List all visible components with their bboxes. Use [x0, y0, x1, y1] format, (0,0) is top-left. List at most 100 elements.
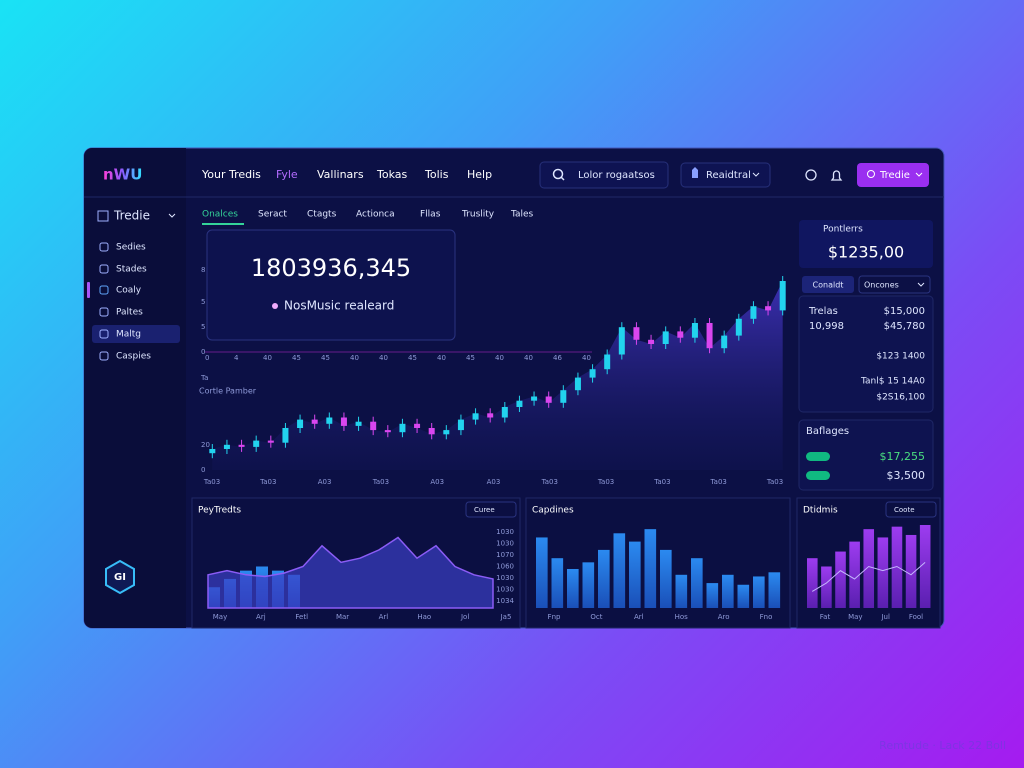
sidebar-item[interactable]: Stades — [116, 265, 147, 275]
bar — [905, 534, 917, 608]
x-label: Hos — [675, 613, 689, 621]
y-label: 5 — [201, 323, 205, 331]
y-label: 1034 — [496, 597, 514, 605]
panel-dropdown[interactable] — [465, 501, 517, 518]
bell-icon[interactable] — [830, 170, 843, 181]
x-label: Jul — [880, 613, 890, 621]
candle — [457, 419, 464, 431]
candle — [691, 323, 698, 338]
chevron — [168, 213, 176, 218]
candle — [282, 428, 289, 443]
mid-label: 40 — [582, 354, 591, 362]
bar — [768, 572, 781, 608]
x-label: Aro — [718, 613, 730, 621]
bar — [821, 566, 832, 608]
bar — [644, 529, 657, 608]
dropdown[interactable] — [680, 162, 771, 188]
highlight-card — [206, 229, 456, 341]
balances-title: Baflages — [806, 426, 849, 437]
candle — [721, 335, 728, 349]
sidebar-icon — [99, 307, 109, 317]
search-box[interactable] — [539, 161, 669, 189]
bar — [551, 558, 564, 608]
panel-dropdown-label: Curee — [474, 506, 495, 514]
bar — [891, 526, 903, 608]
dropdown-icon — [692, 167, 698, 178]
balances-card — [798, 419, 934, 491]
x-label: Ta03 — [259, 478, 276, 486]
x-label: Fat — [820, 613, 831, 621]
nav-item[interactable]: Tokas — [376, 168, 407, 181]
x-label: A03 — [430, 478, 444, 486]
nav-item[interactable]: Your Tredis — [201, 168, 261, 181]
tab[interactable]: Tales — [510, 210, 534, 220]
hex-logo-mark: GI — [114, 572, 126, 583]
candle — [443, 430, 450, 435]
area — [207, 536, 494, 609]
bar — [835, 551, 846, 608]
y-label: Ta — [200, 374, 208, 382]
tab[interactable]: Ctagts — [307, 210, 337, 220]
mid-label: 40 — [379, 354, 388, 362]
tab-dropdown[interactable] — [858, 275, 931, 294]
sidebar-item[interactable]: Caspies — [116, 352, 151, 362]
x-label: Ta03 — [203, 478, 220, 486]
candle — [662, 331, 669, 344]
price-area — [212, 281, 783, 470]
sidebar-item[interactable]: Sedies — [116, 243, 146, 253]
sidebar-icon — [99, 285, 109, 295]
tab-active[interactable] — [802, 276, 854, 293]
sidebar-item[interactable]: Coaly — [116, 286, 142, 296]
bar — [613, 533, 626, 608]
candle — [209, 449, 216, 454]
nav-item[interactable]: Tolis — [424, 168, 449, 181]
x-label: Ta03 — [541, 478, 558, 486]
x-label: Jol — [460, 613, 469, 621]
candle — [428, 428, 435, 435]
x-label: Fool — [909, 613, 923, 621]
panel-dropdown[interactable] — [885, 501, 937, 518]
candle — [223, 444, 230, 449]
trade-button-label: Tredie — [879, 170, 910, 181]
tab[interactable]: Actionca — [356, 210, 395, 220]
candle — [238, 444, 245, 447]
panel-dropdown-label: Coote — [894, 506, 915, 514]
sidebar-item[interactable]: Paltes — [116, 308, 143, 318]
portfolio-value: $1235,00 — [828, 243, 904, 262]
tab[interactable]: Seract — [258, 210, 287, 220]
nav-item[interactable]: Help — [467, 168, 492, 181]
bar — [582, 562, 595, 608]
trade-button[interactable] — [857, 163, 929, 187]
y-label: 0 — [201, 348, 205, 356]
portfolio-table — [798, 295, 934, 413]
x-label: Fnp — [548, 613, 561, 621]
panel-title: Dtidmis — [803, 506, 838, 516]
table-total: $123 1400 — [876, 352, 925, 362]
nav-item[interactable]: Vallinars — [317, 168, 364, 181]
logo: nWU — [103, 166, 142, 184]
candle — [618, 327, 625, 355]
y-label: 1030 — [496, 528, 514, 536]
nav-item[interactable]: Fyle — [276, 168, 298, 181]
help-icon[interactable] — [805, 169, 817, 181]
tab[interactable]: Onalces — [202, 210, 238, 220]
hex-logo — [105, 559, 135, 595]
tab[interactable]: Fllas — [420, 210, 441, 220]
portfolio-card — [799, 220, 933, 268]
sidebar-item[interactable]: Maltg — [116, 330, 141, 340]
x-label: Fetl — [295, 613, 308, 621]
x-label: Arl — [379, 613, 389, 621]
bar — [675, 574, 688, 608]
heart-icon — [272, 303, 278, 309]
portfolio-tab: Oncones — [864, 281, 899, 290]
mid-label: 0 — [205, 354, 209, 362]
bar — [660, 549, 672, 608]
mid-label: 40 — [437, 354, 446, 362]
candle — [501, 407, 508, 418]
candle — [340, 417, 347, 426]
candle — [765, 306, 772, 311]
y-label: 1030 — [496, 540, 514, 548]
y-label: 5 — [201, 298, 205, 306]
table-cell: Trelas — [808, 306, 838, 317]
tab[interactable]: Truslity — [461, 210, 495, 220]
